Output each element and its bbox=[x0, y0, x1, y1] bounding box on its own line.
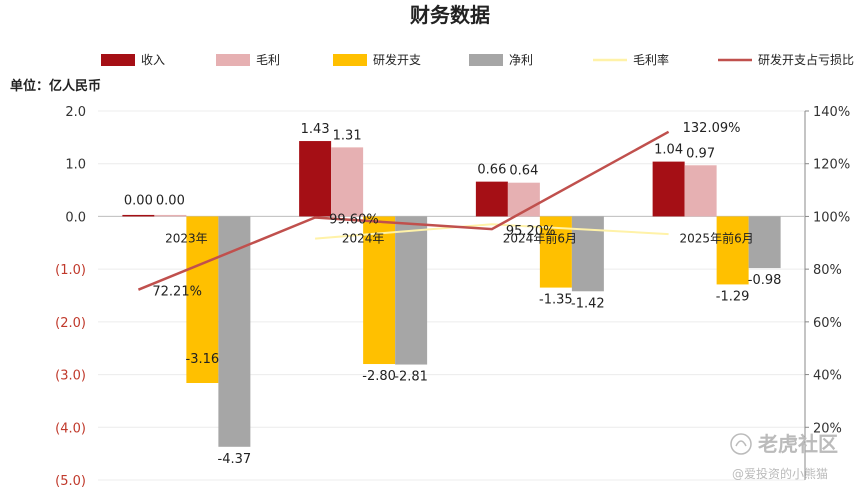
y-tick-label: 0.0 bbox=[65, 210, 86, 225]
y-tick-label: 1.0 bbox=[65, 158, 86, 173]
legend-label: 收入 bbox=[141, 53, 165, 67]
bar-label-收入-0: 0.00 bbox=[124, 193, 153, 208]
y2-tick-label: 120% bbox=[813, 158, 850, 173]
bar-label-收入-1: 1.43 bbox=[301, 122, 330, 137]
bar-label-研发开支-2: -1.35 bbox=[539, 293, 573, 308]
y2-tick-label: 60% bbox=[813, 316, 842, 331]
bar-label-研发开支-3: -1.29 bbox=[716, 289, 750, 304]
labels: 2023年 2024年 2024年前6月 2025年前6月 0.00 1.43 0.66 1.… bbox=[124, 121, 782, 467]
x-tick-label: 2024年前6月 bbox=[503, 230, 577, 245]
y-tick-label: 2.0 bbox=[65, 105, 86, 120]
bar-label-净利-0: -4.37 bbox=[218, 452, 252, 467]
bar-label-净利-1: -2.81 bbox=[394, 370, 428, 385]
line-label-0: 72.21% bbox=[152, 285, 202, 300]
bar-收入-1 bbox=[299, 141, 332, 217]
y2-tick-label: 80% bbox=[813, 263, 842, 278]
line-label-2: 95.20% bbox=[506, 224, 556, 239]
bar-label-研发开支-1: -2.80 bbox=[362, 369, 396, 384]
y-tick-label: (5.0) bbox=[55, 474, 86, 489]
watermark: 老虎社区 @爱投资的小熊猫 bbox=[730, 432, 838, 481]
bar-label-毛利-1: 1.31 bbox=[333, 128, 362, 143]
bar-label-毛利-2: 0.64 bbox=[509, 164, 538, 179]
bar-收入-0 bbox=[122, 214, 155, 217]
y2-tick-label: 140% bbox=[813, 105, 850, 120]
legend-label: 毛利 bbox=[256, 53, 280, 67]
unit-label: 单位：亿人民币 bbox=[10, 78, 101, 94]
legend-swatch-研发开支 bbox=[333, 54, 367, 66]
bars bbox=[122, 141, 781, 447]
bar-毛利-3 bbox=[684, 165, 717, 217]
bar-label-毛利-0: 0.00 bbox=[156, 193, 185, 208]
bar-研发开支-3 bbox=[716, 216, 749, 285]
watermark-sub-text: @爱投资的小熊猫 bbox=[732, 466, 828, 481]
bar-收入-3 bbox=[652, 161, 685, 217]
line-label-3: 132.09% bbox=[683, 121, 741, 136]
y-tick-label: (3.0) bbox=[55, 369, 86, 384]
legend-label: 毛利率 bbox=[633, 52, 669, 67]
y-tick-label: (2.0) bbox=[55, 316, 86, 331]
line-毛利率 bbox=[315, 223, 669, 240]
y2-tick-label: 100% bbox=[813, 210, 850, 225]
y-tick-label: (1.0) bbox=[55, 263, 86, 278]
tiger-logo-icon bbox=[730, 433, 752, 455]
line-label-1: 99.60% bbox=[329, 212, 379, 227]
axes: 2.0 1.0 0.0 (1.0) (2.0) (3.0) (4.0) (5.0) 20% 40%… bbox=[55, 105, 850, 489]
bar-label-净利-2: -1.42 bbox=[571, 296, 605, 311]
bar-研发开支-0 bbox=[186, 216, 219, 384]
bar-毛利-1 bbox=[331, 147, 364, 217]
bar-label-收入-2: 0.66 bbox=[477, 163, 506, 178]
legend-label: 研发开支 bbox=[373, 52, 421, 67]
bar-研发开支-1 bbox=[363, 216, 396, 365]
legend: 收入 毛利 研发开支 净利 毛利率 研发开支占亏损比 bbox=[101, 52, 854, 67]
bar-净利-1 bbox=[395, 216, 428, 365]
bar-label-研发开支-0: -3.16 bbox=[186, 352, 220, 367]
watermark-logo-text: 老虎社区 bbox=[758, 432, 838, 456]
chart-title: 财务数据 bbox=[410, 3, 490, 27]
x-tick-label: 2025年前6月 bbox=[680, 230, 754, 245]
y-tick-label: (4.0) bbox=[55, 421, 86, 436]
x-tick-label: 2024年 bbox=[342, 231, 385, 245]
bar-label-收入-3: 1.04 bbox=[654, 143, 683, 158]
legend-label: 研发开支占亏损比 bbox=[758, 52, 854, 67]
legend-swatch-毛利 bbox=[216, 54, 250, 66]
bar-净利-3 bbox=[748, 216, 781, 269]
bar-label-净利-3: -0.98 bbox=[748, 273, 782, 288]
legend-swatch-净利 bbox=[469, 54, 503, 66]
legend-swatch-收入 bbox=[101, 54, 135, 66]
x-tick-label: 2023年 bbox=[165, 231, 208, 245]
bar-收入-2 bbox=[475, 181, 508, 217]
line-研发开支占亏损比 bbox=[137, 130, 670, 291]
bar-净利-2 bbox=[571, 216, 604, 292]
legend-label: 净利 bbox=[509, 53, 533, 67]
bar-毛利-0 bbox=[154, 214, 187, 217]
y2-tick-label: 40% bbox=[813, 369, 842, 384]
bar-label-毛利-3: 0.97 bbox=[686, 146, 715, 161]
y2-tick-label: 20% bbox=[813, 421, 842, 436]
lines bbox=[137, 130, 670, 291]
